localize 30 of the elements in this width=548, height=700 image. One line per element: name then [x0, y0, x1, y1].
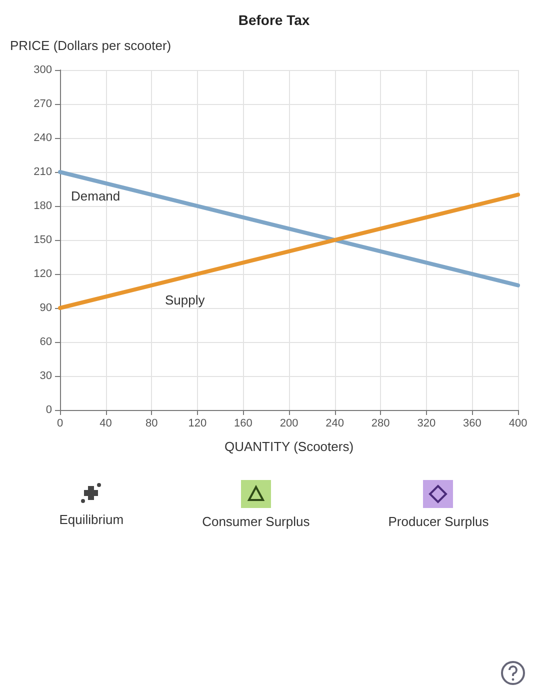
text: Equilibrium	[59, 512, 124, 527]
x-axis-title: QUANTITY (Scooters)	[224, 439, 354, 454]
x-tick-label: 0	[56, 418, 64, 430]
y-axis-title: PRICE (Dollars per scooter)	[10, 38, 172, 53]
x-tick-label: 200	[280, 418, 298, 430]
x-tick-label: 360	[463, 418, 482, 430]
y-tick-label: 60	[40, 336, 52, 348]
x-tick-label: 280	[371, 418, 390, 430]
y-tick-label: 240	[34, 132, 52, 144]
y-tick-label: 120	[34, 268, 52, 280]
y-tick-label: 30	[40, 370, 52, 382]
text: Producer Surplus	[388, 514, 489, 529]
y-tick-label: 210	[34, 166, 52, 178]
y-tick-label: 0	[46, 404, 52, 416]
x-tick-label: 80	[145, 418, 158, 430]
x-tick-label: 240	[326, 418, 344, 430]
x-tick-label: 400	[508, 418, 528, 430]
x-tick-label: 320	[417, 418, 436, 430]
x-tick-label: 40	[100, 418, 112, 430]
series-label: Supply	[165, 292, 206, 308]
x-tick-label: 120	[188, 418, 207, 430]
y-tick-label: 180	[34, 200, 52, 212]
text: Consumer Surplus	[202, 514, 310, 529]
y-tick-label: 270	[34, 98, 52, 110]
series-label: Demand	[71, 188, 120, 204]
chart-title: Before Tax	[238, 12, 310, 28]
y-tick-label: 150	[34, 234, 52, 246]
y-tick-label: 300	[34, 64, 52, 76]
y-tick-label: 90	[40, 302, 52, 314]
x-tick-label: 160	[234, 418, 252, 430]
